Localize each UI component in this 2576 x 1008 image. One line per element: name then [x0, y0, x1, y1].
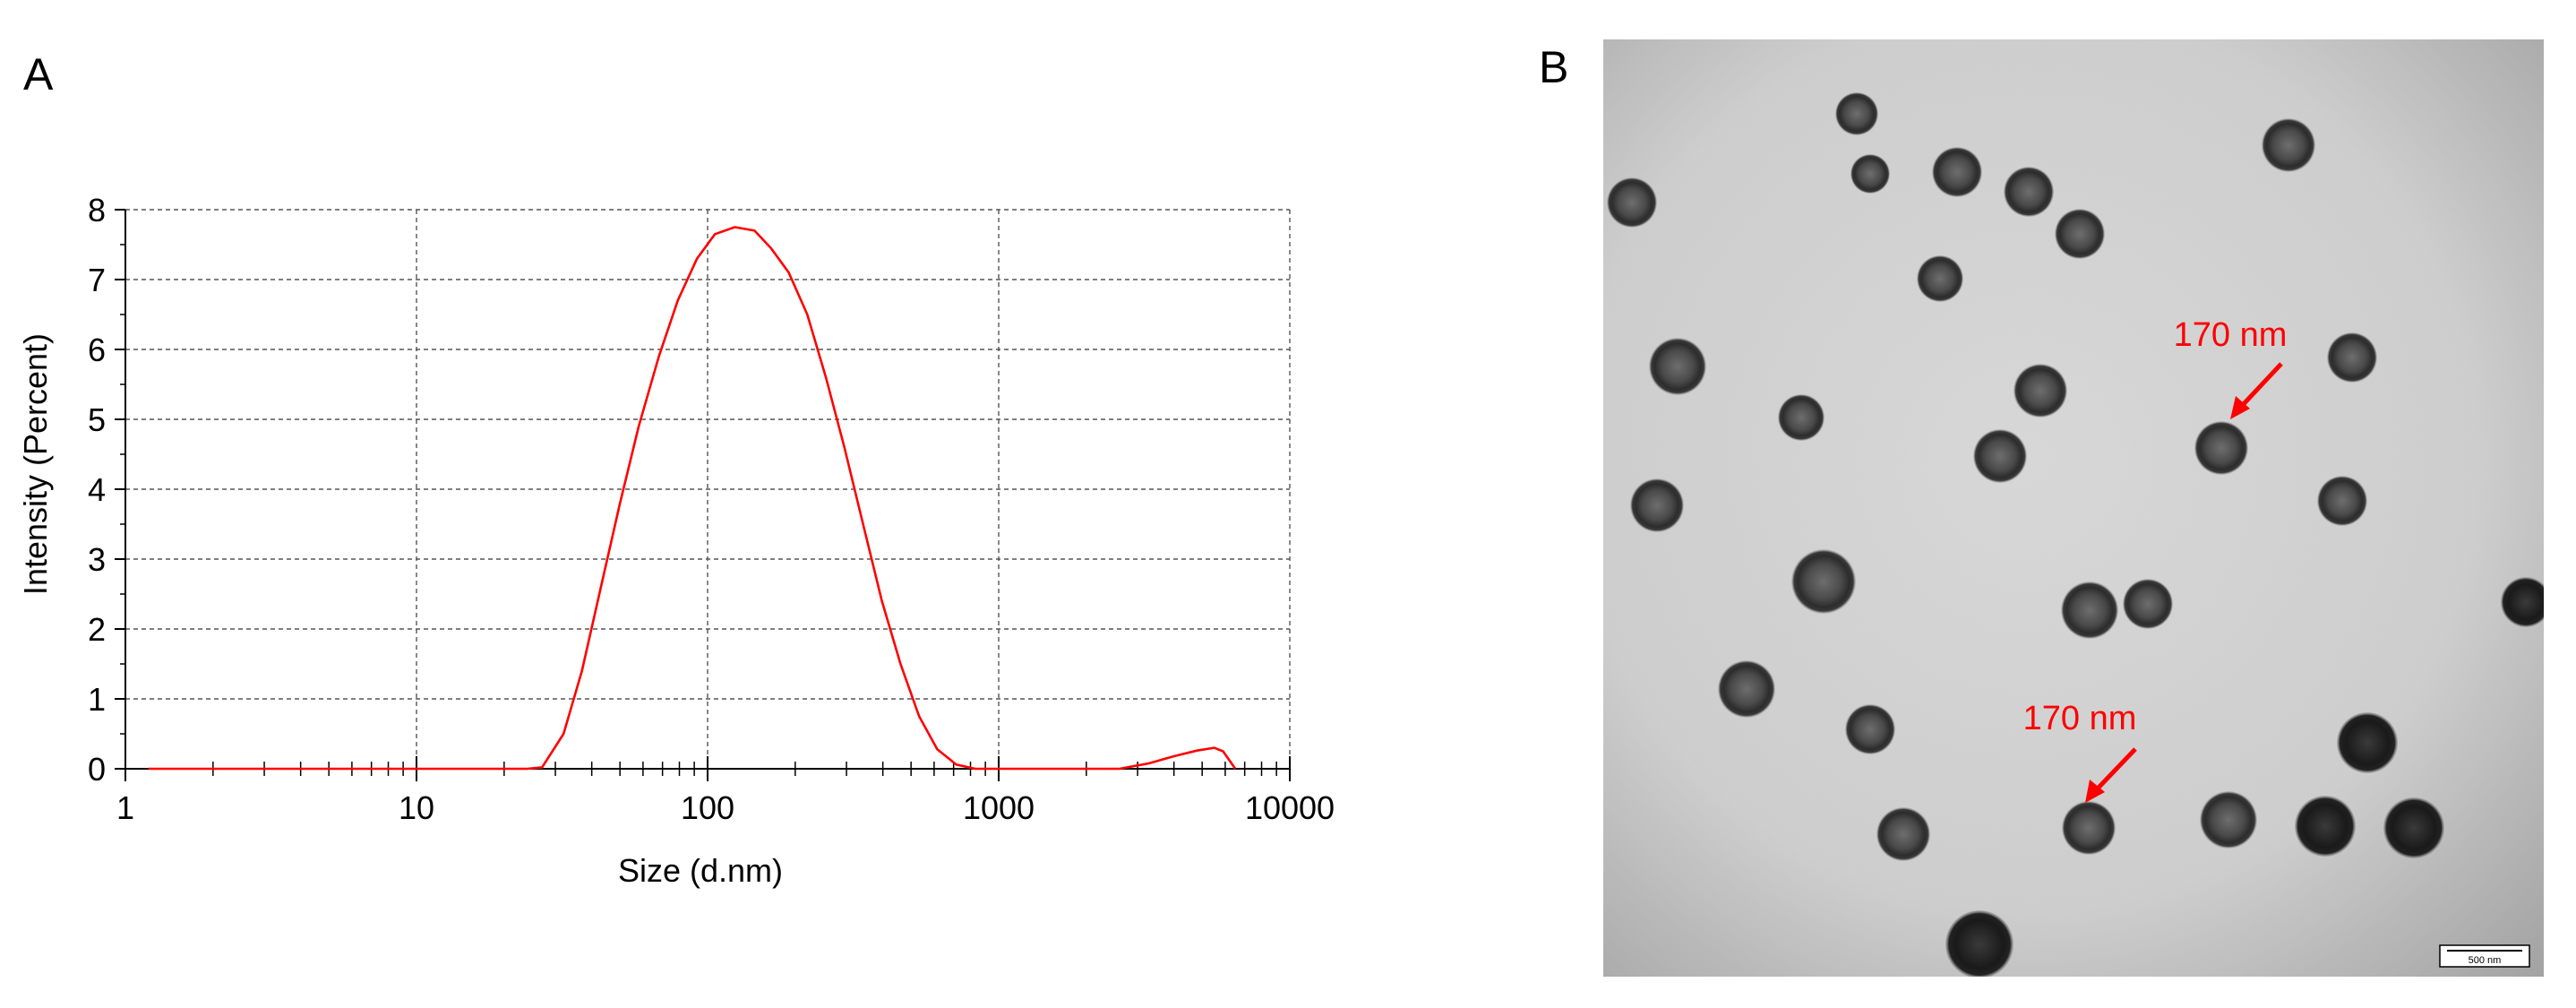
series-line-0 [148, 226, 1237, 771]
nanoparticle [1845, 704, 1895, 754]
annotation-arrow [2239, 362, 2283, 409]
nanoparticle [1917, 255, 1963, 302]
y-axis-label: Intensity (Percent) [17, 333, 54, 595]
nanoparticle [2295, 796, 2356, 857]
nanoparticle [1718, 660, 1775, 718]
nanoparticle [1835, 92, 1878, 135]
nanoparticle [2327, 332, 2377, 383]
y-tick-label: 7 [88, 262, 106, 298]
y-tick-label: 5 [88, 401, 106, 438]
nanoparticle [2014, 364, 2067, 418]
y-tick-label: 3 [88, 541, 106, 578]
nanoparticle [1630, 478, 1684, 532]
nanoparticle [2383, 797, 2444, 858]
annotation-label: 170 nm [2174, 316, 2288, 354]
scale-bar-box [2439, 944, 2530, 968]
annotation-arrowhead [2230, 396, 2250, 419]
nanoparticle [1850, 154, 1890, 194]
nanoparticle [1778, 394, 1825, 441]
y-tick-label: 4 [88, 471, 106, 508]
nanoparticle [2501, 577, 2544, 627]
nanoparticle [1876, 807, 1930, 861]
nanoparticle [2337, 712, 2398, 773]
nanoparticle [1973, 429, 2027, 483]
x-axis-label: Size (d.nm) [618, 852, 783, 889]
panel-b-label: B [1539, 42, 1569, 92]
scale-bar: 500 nm [2439, 944, 2530, 968]
panel-a-label: A [23, 49, 54, 99]
tem-micrograph: 170 nm 170 nm 500 nm [1603, 39, 2544, 977]
nanoparticle [1607, 177, 1657, 228]
y-tick-label: 6 [88, 332, 106, 368]
nanoparticle [2062, 801, 2116, 855]
y-tick-label: 2 [88, 611, 106, 648]
x-tick-label: 10000 [1245, 789, 1335, 826]
scale-bar-label: 500 nm [2469, 955, 2502, 966]
nanoparticle [2317, 476, 2367, 526]
annotation-arrow [2094, 747, 2137, 792]
annotation-label: 170 nm [2023, 700, 2137, 737]
y-tick-label: 8 [88, 192, 106, 228]
annotation-arrowhead [2085, 780, 2105, 803]
x-tick-label: 100 [681, 789, 734, 826]
nanoparticle [2055, 209, 2105, 259]
x-tick-label: 10 [399, 789, 434, 826]
y-tick-label: 0 [88, 751, 106, 788]
x-tick-label: 1000 [963, 789, 1035, 826]
x-tick-label: 1 [116, 789, 134, 826]
nanoparticle [1932, 147, 1982, 197]
nanoparticle [1791, 549, 1856, 614]
y-tick-label: 1 [88, 681, 106, 718]
nanoparticle [2194, 421, 2248, 475]
nanoparticle [2200, 791, 2257, 849]
nanoparticle [1649, 338, 1706, 395]
nanoparticle [2004, 167, 2054, 217]
nanoparticle [2123, 579, 2173, 629]
nanoparticle [2061, 582, 2118, 639]
nanoparticle [2262, 118, 2315, 172]
nanoparticle [1945, 910, 2014, 977]
